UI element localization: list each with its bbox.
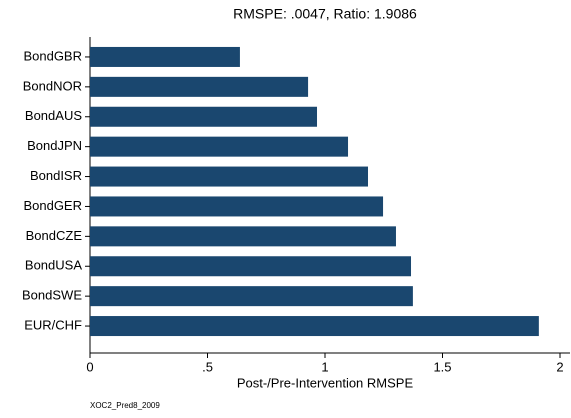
bar: [90, 136, 349, 157]
x-tick-label: 2: [556, 359, 563, 374]
x-tick-label: 0: [86, 359, 93, 374]
y-tick-label: BondGER: [23, 198, 82, 213]
x-axis-title: Post-/Pre-Intervention RMSPE: [237, 375, 414, 390]
x-tick-label: 1.5: [433, 359, 451, 374]
bar: [90, 196, 384, 217]
x-tick-label: 1: [321, 359, 328, 374]
y-tick-label: EUR/CHF: [24, 317, 82, 332]
bar: [90, 166, 369, 187]
note: XOC2_Pred8_2009: [90, 401, 160, 410]
y-tick-label: BondNOR: [23, 78, 82, 93]
bar: [90, 256, 412, 277]
bar: [90, 286, 413, 307]
y-tick-label: BondSWE: [22, 288, 82, 303]
y-tick-label: BondUSA: [25, 258, 82, 273]
bar: [90, 46, 240, 67]
chart-title: RMSPE: .0047, Ratio: 1.9086: [233, 6, 417, 22]
y-tick-label: BondGBR: [23, 48, 82, 63]
y-tick-label: BondCZE: [26, 228, 83, 243]
bar: [90, 106, 318, 127]
y-tick-label: BondJPN: [27, 138, 82, 153]
x-tick-label: .5: [202, 359, 213, 374]
bar: [90, 226, 396, 247]
y-tick-label: BondAUS: [25, 108, 82, 123]
bar: [90, 76, 309, 97]
bar: [90, 316, 539, 337]
y-tick-label: BondISR: [30, 168, 82, 183]
